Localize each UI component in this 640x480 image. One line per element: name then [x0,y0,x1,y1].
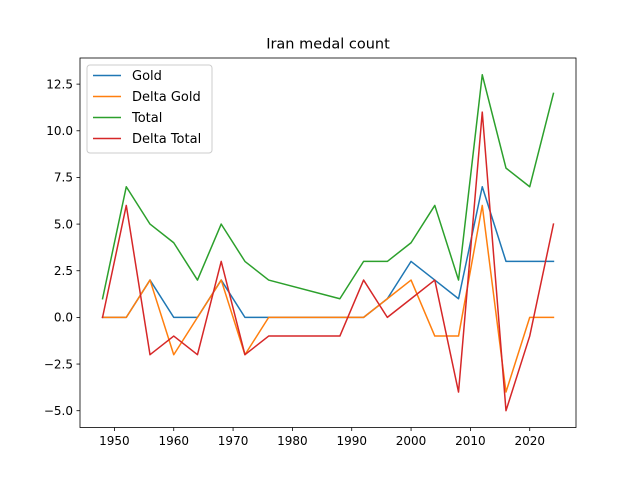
x-tick-label: 2010 [455,434,486,448]
y-tick-label: 0.0 [54,311,73,325]
y-tick-label: −2.5 [44,357,73,371]
legend-label: Gold [132,69,162,84]
legend-box [86,64,213,154]
legend-label: Total [131,111,162,126]
chart-title: Iran medal count [266,37,390,53]
y-tick-label: 10.0 [46,124,73,138]
x-tick-label: 1980 [277,434,308,448]
legend-label: Delta Total [132,132,201,147]
y-tick-label: 7.5 [54,171,73,185]
plot-frame [79,57,577,428]
y-tick-label: −5.0 [44,404,73,418]
x-axis: 1950 1960 1970 1980 1990 2000 2010 2020 [99,427,545,448]
y-tick-label: 2.5 [54,264,73,278]
x-tick-label: 1950 [99,434,130,448]
series-line-3 [101,111,555,412]
legend-label: Delta Gold [132,90,201,105]
x-tick-label: 1960 [158,434,189,448]
y-tick-label: 5.0 [54,217,73,231]
x-tick-label: 1970 [218,434,249,448]
series-layer [101,74,555,412]
y-tick-label: 12.5 [46,77,73,91]
x-tick-label: 2020 [514,434,545,448]
series-line-1 [101,204,555,393]
x-tick-label: 1990 [336,434,367,448]
series-line-2 [101,74,555,300]
legend: Gold Delta Gold Total Delta Total [86,64,213,154]
x-tick-label: 2000 [396,434,427,448]
y-axis: −5.0 −2.5 0.0 2.5 5.0 7.5 10.0 12.5 [44,77,80,418]
